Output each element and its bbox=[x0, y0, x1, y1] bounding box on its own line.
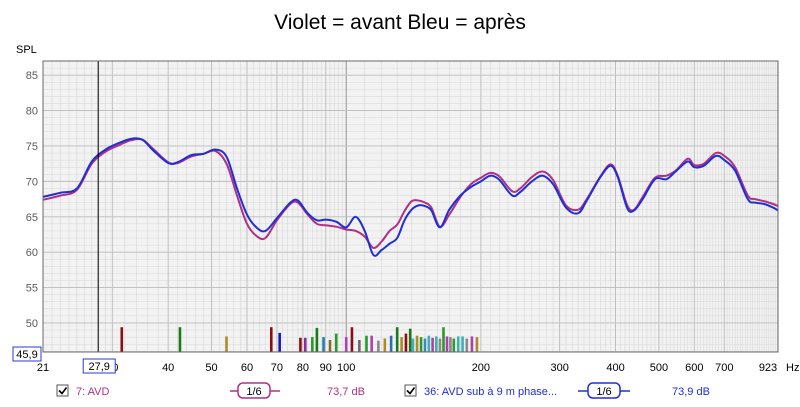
marker-bar-26 bbox=[419, 337, 423, 352]
x-tick-label-300: 300 bbox=[550, 362, 568, 374]
y-tick-label-65: 65 bbox=[26, 212, 38, 224]
smoothing-control-before[interactable]: 1/6 bbox=[230, 382, 280, 399]
marker-bar-0 bbox=[120, 327, 124, 352]
marker-bar-20 bbox=[395, 327, 399, 352]
x-axis-unit: Hz bbox=[786, 362, 799, 374]
legend-level-before: 73,7 dB bbox=[327, 386, 365, 398]
y-tick-label-55: 55 bbox=[26, 283, 38, 295]
series-line-after bbox=[42, 137, 779, 257]
x-tick-label-700: 700 bbox=[715, 362, 733, 374]
marker-bar-37 bbox=[461, 336, 464, 352]
y-tick-label-50: 50 bbox=[26, 318, 38, 330]
x-tick-label-923: 923 bbox=[759, 362, 777, 374]
legend-checkbox-before[interactable] bbox=[56, 384, 69, 397]
plot-area[interactable] bbox=[43, 61, 778, 352]
x-tick-label-40: 40 bbox=[162, 362, 174, 374]
checkmark-icon bbox=[406, 387, 416, 395]
grid-major bbox=[42, 61, 779, 352]
marker-bar-3 bbox=[269, 327, 273, 352]
smoothing-value-after: 1/6 bbox=[596, 386, 611, 398]
marker-bar-16 bbox=[370, 335, 373, 352]
marker-bar-38 bbox=[465, 338, 469, 352]
marker-bar-27 bbox=[423, 338, 427, 352]
y-tick-label-60: 60 bbox=[26, 247, 38, 259]
marker-bar-5 bbox=[299, 337, 302, 352]
marker-bar-9 bbox=[322, 337, 325, 352]
legend-item-before: 7: AVD 1/6 73,7 dB bbox=[56, 382, 365, 399]
x-tick-label-200: 200 bbox=[472, 362, 490, 374]
x-tick-label-90: 90 bbox=[320, 362, 332, 374]
legend-checkbox-after[interactable] bbox=[404, 384, 417, 397]
marker-bar-7 bbox=[311, 337, 314, 352]
marker-bar-19 bbox=[389, 335, 393, 352]
cursor-x-value: 27,9 bbox=[88, 361, 109, 373]
marker-bar-4 bbox=[278, 332, 281, 352]
cursor-y-readout: 45,9 bbox=[12, 346, 42, 362]
legend: 7: AVD 1/6 73,7 dB 36: AVD sub à 9 m pha… bbox=[56, 382, 710, 399]
marker-bar-30 bbox=[435, 336, 438, 352]
marker-bar-18 bbox=[383, 338, 387, 352]
marker-bar-36 bbox=[456, 336, 460, 352]
x-tick-labels: 2130405060708090100200300400500600700923 bbox=[37, 362, 777, 374]
smoothing-control-after[interactable]: 1/6 bbox=[578, 382, 630, 399]
marker-bars bbox=[120, 327, 479, 352]
series-lines bbox=[42, 137, 779, 257]
marker-bar-31 bbox=[438, 338, 442, 352]
smoothing-value-before: 1/6 bbox=[246, 386, 261, 398]
marker-bar-10 bbox=[328, 339, 332, 352]
legend-level-after: 73,9 dB bbox=[672, 386, 710, 398]
marker-bar-28 bbox=[427, 335, 431, 352]
x-tick-label-100: 100 bbox=[337, 362, 355, 374]
marker-bar-2 bbox=[225, 336, 228, 352]
marker-bar-6 bbox=[303, 337, 307, 352]
legend-item-after: 36: AVD sub à 9 m phase... 1/6 73,9 dB bbox=[404, 382, 710, 399]
x-tick-label-500: 500 bbox=[650, 362, 668, 374]
y-axis-label: SPL bbox=[16, 44, 37, 56]
marker-bar-34 bbox=[449, 337, 452, 352]
chart-title: Violet = avant Bleu = après bbox=[274, 11, 526, 34]
cursor-x-readout: 27,9 bbox=[82, 358, 116, 374]
marker-bar-17 bbox=[377, 340, 380, 352]
marker-bar-35 bbox=[452, 338, 456, 352]
marker-bar-24 bbox=[411, 338, 415, 352]
marker-bar-22 bbox=[404, 333, 408, 352]
marker-bar-33 bbox=[445, 336, 449, 352]
marker-bar-39 bbox=[470, 336, 474, 352]
marker-bar-40 bbox=[475, 337, 479, 352]
x-tick-label-50: 50 bbox=[205, 362, 217, 374]
y-tick-labels: 50 55 60 65 70 75 80 85 bbox=[26, 70, 38, 330]
marker-bar-13 bbox=[350, 327, 354, 352]
y-tick-label-85: 85 bbox=[26, 70, 38, 82]
marker-bar-32 bbox=[442, 327, 445, 352]
marker-bar-1 bbox=[178, 327, 182, 352]
legend-label-before: 7: AVD bbox=[76, 386, 109, 398]
y-tick-label-80: 80 bbox=[26, 106, 38, 118]
x-tick-label-600: 600 bbox=[685, 362, 703, 374]
legend-label-after: 36: AVD sub à 9 m phase... bbox=[424, 386, 557, 398]
marker-bar-14 bbox=[358, 339, 361, 352]
marker-bar-23 bbox=[408, 328, 412, 352]
plot-border bbox=[42, 60, 779, 353]
x-tick-label-21: 21 bbox=[37, 362, 49, 374]
x-tick-label-60: 60 bbox=[241, 362, 253, 374]
x-tick-label-80: 80 bbox=[297, 362, 309, 374]
marker-bar-29 bbox=[431, 337, 434, 352]
marker-bar-15 bbox=[365, 335, 368, 352]
marker-bar-25 bbox=[415, 335, 419, 352]
marker-bar-12 bbox=[344, 337, 348, 352]
y-tick-label-70: 70 bbox=[26, 176, 38, 188]
x-tick-label-70: 70 bbox=[271, 362, 283, 374]
marker-bar-11 bbox=[334, 333, 338, 352]
checkmark-icon bbox=[58, 387, 68, 395]
cursor-y-value: 45,9 bbox=[16, 349, 37, 361]
marker-bar-21 bbox=[400, 337, 403, 352]
x-tick-label-400: 400 bbox=[606, 362, 624, 374]
marker-bar-8 bbox=[315, 327, 319, 352]
y-tick-label-75: 75 bbox=[26, 141, 38, 153]
